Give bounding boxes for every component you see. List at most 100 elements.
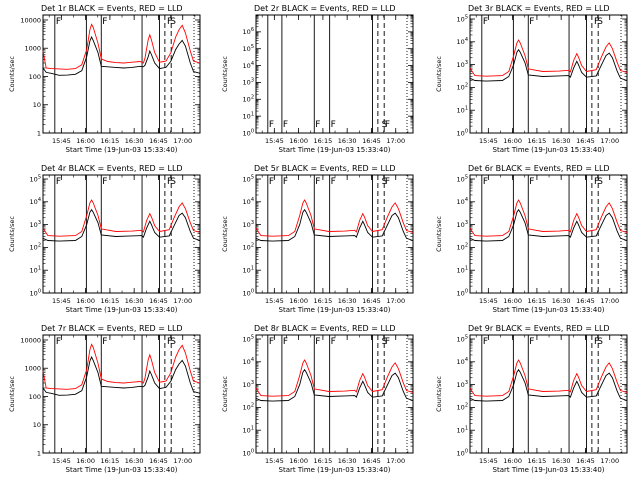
y-tick-label: 10000 bbox=[20, 336, 41, 344]
x-tick-label: 17:00 bbox=[600, 297, 619, 305]
x-tick-label: 16:00 bbox=[76, 137, 95, 145]
interval-annotation: S bbox=[597, 17, 603, 27]
x-axis-title: Start Time (19-Jun-03 15:33:40) bbox=[66, 466, 178, 474]
interval-annotation: F bbox=[385, 337, 390, 347]
panel-title: Det 2r BLACK = Events, RED = LLD bbox=[254, 4, 396, 13]
y-tick-label: 10000 bbox=[20, 16, 41, 24]
y-tick-label: 102 bbox=[457, 403, 468, 412]
interval-annotation: F bbox=[483, 177, 488, 187]
y-tick-label: 1 bbox=[37, 129, 41, 137]
x-tick-label: 16:45 bbox=[576, 297, 595, 305]
series-line-events bbox=[42, 208, 201, 242]
panel-title: Det 1r BLACK = Events, RED = LLD bbox=[41, 4, 183, 13]
x-tick-label: 15:45 bbox=[265, 297, 284, 305]
series-line-lld bbox=[255, 359, 414, 397]
interval-annotation: F bbox=[385, 120, 390, 130]
y-axis-title: Counts/sec bbox=[8, 376, 16, 412]
y-tick-label: 10 bbox=[33, 101, 41, 109]
y-tick-label: 101 bbox=[243, 111, 254, 120]
interval-annotation: F bbox=[102, 337, 107, 347]
interval-annotation: F bbox=[529, 177, 534, 187]
x-axis-title: Start Time (19-Jun-03 15:33:40) bbox=[66, 146, 178, 154]
x-tick-label: 16:15 bbox=[314, 457, 333, 465]
interval-annotation: F bbox=[269, 120, 274, 130]
y-tick-label: 102 bbox=[457, 83, 468, 92]
panel-title: Det 3r BLACK = Events, RED = LLD bbox=[468, 4, 610, 13]
x-tick-label: 16:30 bbox=[552, 457, 571, 465]
x-tick-label: 16:45 bbox=[362, 297, 381, 305]
series-line-lld bbox=[42, 343, 201, 390]
plot-frame bbox=[42, 174, 201, 294]
plot-frame bbox=[42, 14, 201, 134]
interval-annotation: F bbox=[483, 17, 488, 27]
interval-annotation: S bbox=[170, 337, 176, 347]
x-tick-label: 15:45 bbox=[52, 457, 71, 465]
y-tick-label: 1 bbox=[37, 449, 41, 457]
interval-annotation: S bbox=[170, 17, 176, 27]
y-tick-label: 103 bbox=[457, 60, 468, 69]
x-tick-label: 15:45 bbox=[265, 137, 284, 145]
x-tick-label: 17:00 bbox=[173, 457, 192, 465]
x-tick-label: 17:00 bbox=[173, 297, 192, 305]
interval-annotation: F bbox=[56, 177, 61, 187]
y-tick-label: 105 bbox=[243, 334, 254, 343]
x-tick-label: 16:15 bbox=[528, 297, 547, 305]
y-tick-label: 104 bbox=[457, 37, 468, 46]
y-axis-title: Counts/sec bbox=[8, 56, 16, 92]
x-tick-label: 16:30 bbox=[125, 297, 144, 305]
interval-annotation: S bbox=[382, 120, 388, 130]
interval-annotation: F bbox=[315, 337, 320, 347]
interval-annotation: F bbox=[102, 177, 107, 187]
chart-panel-det-6r: Det 6r BLACK = Events, RED = LLD 100 101 10… bbox=[435, 164, 628, 314]
interval-annotation: S bbox=[597, 177, 603, 187]
x-tick-label: 16:00 bbox=[289, 457, 308, 465]
series-line-lld bbox=[469, 199, 628, 237]
y-tick-label: 106 bbox=[243, 27, 254, 36]
interval-annotation: F bbox=[167, 177, 172, 187]
y-tick-label: 101 bbox=[243, 266, 254, 275]
interval-annotation: S bbox=[382, 177, 388, 187]
y-tick-label: 103 bbox=[243, 380, 254, 389]
y-tick-label: 100 bbox=[457, 128, 468, 137]
x-tick-label: 16:15 bbox=[101, 137, 120, 145]
y-tick-label: 103 bbox=[243, 78, 254, 87]
x-tick-label: 16:15 bbox=[528, 457, 547, 465]
y-tick-label: 104 bbox=[457, 197, 468, 206]
y-tick-label: 100 bbox=[457, 448, 468, 457]
y-tick-label: 100 bbox=[243, 448, 254, 457]
x-axis-title: Start Time (19-Jun-03 15:33:40) bbox=[493, 146, 605, 154]
plot-frame bbox=[255, 334, 414, 454]
interval-annotation: F bbox=[385, 177, 390, 187]
x-tick-label: 16:30 bbox=[125, 457, 144, 465]
y-tick-label: 100 bbox=[29, 73, 41, 81]
y-tick-label: 10 bbox=[33, 421, 41, 429]
interval-annotation: F bbox=[167, 17, 172, 27]
series-line-events bbox=[469, 368, 628, 402]
y-axis-title: Counts/sec bbox=[221, 56, 229, 92]
x-tick-label: 16:45 bbox=[362, 137, 381, 145]
y-tick-label: 105 bbox=[457, 334, 468, 343]
y-tick-label: 102 bbox=[243, 403, 254, 412]
interval-annotation: F bbox=[283, 120, 288, 130]
chart-panel-det-9r: Det 9r BLACK = Events, RED = LLD 100 101 10… bbox=[435, 324, 628, 474]
chart-panel-det-4r: Det 4r BLACK = Events, RED = LLD 100 101 10… bbox=[8, 164, 201, 314]
x-tick-label: 16:00 bbox=[503, 137, 522, 145]
x-tick-label: 17:00 bbox=[386, 457, 405, 465]
panel-title: Det 9r BLACK = Events, RED = LLD bbox=[468, 324, 610, 333]
panel-title: Det 7r BLACK = Events, RED = LLD bbox=[41, 324, 183, 333]
y-tick-label: 101 bbox=[457, 106, 468, 115]
x-tick-label: 16:15 bbox=[314, 297, 333, 305]
y-tick-label: 102 bbox=[243, 95, 254, 104]
chart-panel-det-7r: Det 7r BLACK = Events, RED = LLD 1 10 100 10… bbox=[8, 324, 201, 474]
x-axis-title: Start Time (19-Jun-03 15:33:40) bbox=[66, 306, 178, 314]
y-tick-label: 101 bbox=[457, 426, 468, 435]
y-tick-label: 1000 bbox=[24, 365, 41, 373]
x-tick-label: 15:45 bbox=[52, 137, 71, 145]
y-tick-label: 105 bbox=[457, 14, 468, 23]
chart-panel-det-3r: Det 3r BLACK = Events, RED = LLD 100 101 10… bbox=[435, 4, 628, 154]
x-tick-label: 16:30 bbox=[125, 137, 144, 145]
plot-frame bbox=[469, 334, 628, 454]
y-tick-label: 103 bbox=[457, 220, 468, 229]
x-tick-label: 16:45 bbox=[149, 137, 168, 145]
